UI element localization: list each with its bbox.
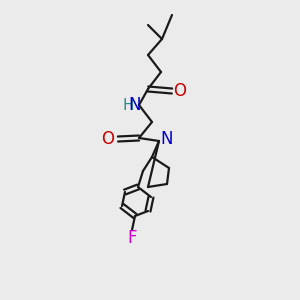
Text: O: O [101, 130, 115, 148]
Text: N: N [161, 130, 173, 148]
Text: H: H [122, 98, 134, 112]
Text: F: F [127, 229, 137, 247]
Text: O: O [173, 82, 187, 100]
Text: N: N [129, 96, 141, 114]
